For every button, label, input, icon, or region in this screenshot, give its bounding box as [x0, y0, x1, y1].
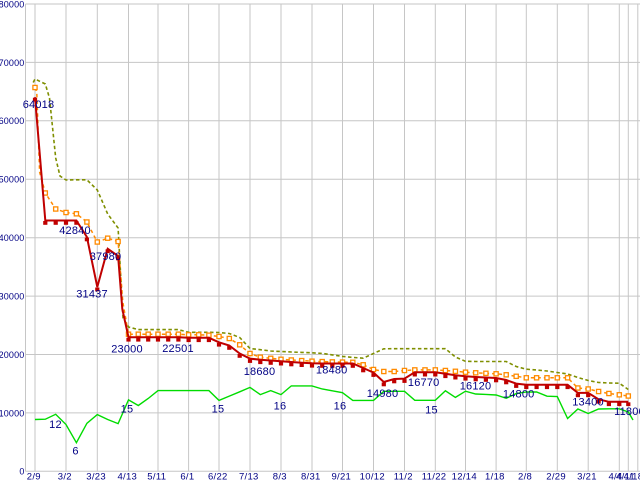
- svg-text:8/31: 8/31: [301, 471, 321, 480]
- svg-text:14980: 14980: [367, 388, 399, 400]
- svg-text:16120: 16120: [460, 381, 492, 393]
- svg-text:8/3: 8/3: [273, 471, 287, 480]
- svg-text:31437: 31437: [76, 289, 108, 301]
- svg-text:3/23: 3/23: [86, 471, 106, 480]
- svg-text:80000: 80000: [0, 0, 25, 9]
- svg-text:16770: 16770: [408, 377, 440, 389]
- svg-text:11800: 11800: [614, 406, 640, 418]
- svg-text:37980: 37980: [90, 251, 122, 263]
- svg-text:40000: 40000: [0, 233, 25, 243]
- svg-text:60000: 60000: [0, 116, 25, 126]
- svg-text:30000: 30000: [0, 292, 25, 302]
- svg-text:20000: 20000: [0, 350, 25, 360]
- svg-text:4/18: 4/18: [624, 471, 640, 480]
- svg-text:11/22: 11/22: [422, 471, 447, 480]
- svg-text:2/9: 2/9: [27, 471, 41, 480]
- svg-text:4/4: 4/4: [608, 471, 622, 480]
- svg-text:9/21: 9/21: [331, 471, 351, 480]
- svg-text:18480: 18480: [316, 365, 348, 377]
- svg-text:15: 15: [425, 405, 438, 417]
- svg-text:10/12: 10/12: [360, 471, 385, 480]
- svg-text:15: 15: [212, 404, 225, 416]
- svg-text:64018: 64018: [23, 99, 55, 111]
- svg-text:3/2: 3/2: [58, 471, 72, 480]
- svg-text:4/11: 4/11: [616, 471, 635, 480]
- svg-text:22501: 22501: [162, 343, 194, 355]
- svg-text:15: 15: [121, 404, 134, 416]
- svg-text:18680: 18680: [244, 366, 276, 378]
- svg-text:7/13: 7/13: [239, 471, 259, 480]
- svg-text:11/2: 11/2: [394, 471, 413, 480]
- svg-text:50000: 50000: [0, 175, 25, 185]
- svg-text:10000: 10000: [0, 408, 25, 418]
- svg-text:70000: 70000: [0, 58, 25, 68]
- svg-text:0: 0: [19, 467, 24, 477]
- svg-text:12: 12: [49, 419, 62, 431]
- svg-text:6/1: 6/1: [180, 471, 194, 480]
- svg-text:4/13: 4/13: [117, 471, 137, 480]
- svg-text:3/21: 3/21: [577, 471, 597, 480]
- svg-text:2/8: 2/8: [518, 471, 532, 480]
- svg-text:42840: 42840: [59, 225, 91, 237]
- svg-text:14800: 14800: [503, 389, 535, 401]
- svg-text:23000: 23000: [111, 344, 143, 356]
- svg-text:16: 16: [334, 401, 347, 413]
- svg-text:6/22: 6/22: [208, 471, 228, 480]
- svg-text:1/18: 1/18: [485, 471, 505, 480]
- svg-text:12/14: 12/14: [452, 471, 477, 480]
- svg-text:2/29: 2/29: [546, 471, 566, 480]
- svg-text:13400: 13400: [572, 396, 604, 408]
- svg-text:16: 16: [274, 401, 287, 413]
- svg-text:5/11: 5/11: [147, 471, 166, 480]
- svg-text:6: 6: [72, 446, 78, 458]
